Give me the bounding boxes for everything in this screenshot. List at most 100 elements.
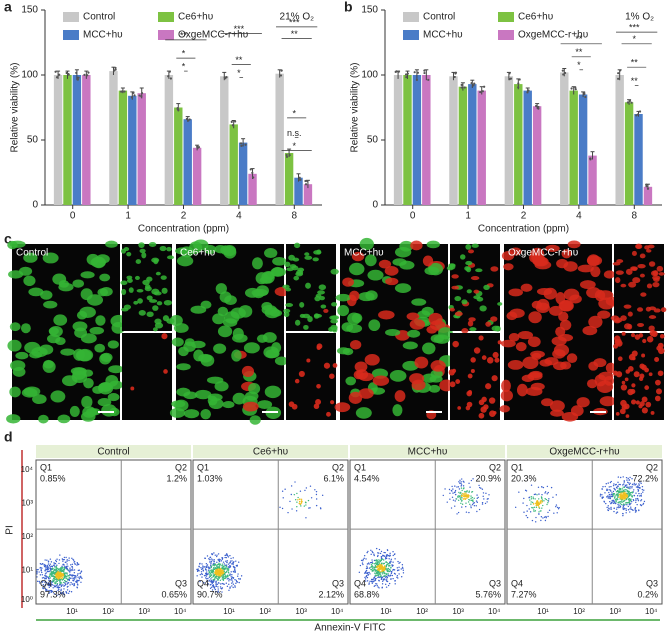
event-dot [380,574,382,577]
cell [409,319,426,330]
cell [95,315,106,326]
event-dot [451,485,453,488]
sig-label: ** [180,30,188,40]
event-dot [530,498,533,500]
event-dot [377,574,379,577]
event-dot [48,579,50,582]
event-dot [198,570,200,572]
event-dot [213,564,215,566]
event-dot [543,516,546,518]
event-dot [638,492,640,495]
data-dot [638,110,642,113]
event-dot [542,517,544,519]
event-dot [540,501,542,503]
cell [137,298,143,304]
event-dot [216,561,218,564]
data-dot [584,95,587,99]
event-dot [630,506,632,508]
event-dot [546,493,548,495]
event-dot [226,569,228,571]
event-dot [465,505,467,508]
cell [645,401,652,408]
event-dot [623,480,625,482]
cell [355,407,372,419]
event-dot [610,506,612,509]
event-dot [623,483,625,485]
event-dot [364,576,366,579]
x-tick-label: 10⁴ [174,607,187,616]
event-dot [49,589,51,592]
event-dot [452,499,455,501]
cell [587,254,600,267]
bar [412,75,422,205]
cell [345,376,357,386]
event-dot [75,577,77,579]
event-dot [396,576,398,578]
sig-label: ** [631,76,639,86]
event-dot [63,581,65,584]
y-tick-label: 50 [367,135,379,146]
event-dot [619,502,622,504]
event-dot [77,579,79,582]
data-dot [454,71,458,74]
event-dot [57,574,59,577]
event-dot [631,483,634,486]
event-dot [610,495,613,498]
event-dot [220,560,223,562]
event-dot [63,564,65,566]
cell [330,315,340,320]
event-dot [392,561,394,563]
event-dot [44,569,46,572]
event-dot [618,496,620,499]
cell [146,295,153,301]
cell [646,335,654,343]
event-dot [206,565,208,567]
event-dot [621,499,623,501]
cell [42,252,59,264]
event-dot [73,578,76,580]
cell [499,405,510,413]
event-dot [60,585,63,588]
data-dot [169,77,173,80]
data-dot [77,76,80,79]
event-dot [204,557,206,559]
event-dot [45,568,48,571]
event-dot [365,567,368,570]
event-dot [214,577,216,579]
event-dot [643,489,645,491]
cell [490,316,498,322]
event-dot [470,497,472,500]
event-dot [371,582,373,584]
event-dot [534,510,537,512]
event-dot [64,584,66,587]
event-dot [67,565,69,567]
event-dot [400,568,402,570]
event-dot [214,563,217,565]
cell [652,282,660,288]
event-dot [297,499,299,501]
event-dot [623,507,626,510]
event-dot [389,565,391,567]
event-dot [220,583,222,585]
event-dot [390,558,393,561]
cell [313,313,320,319]
event-dot [220,569,222,572]
cell [315,398,322,405]
event-dot [547,511,549,514]
data-dot [288,153,291,157]
event-dot [229,565,231,567]
bar [63,75,72,205]
event-dot [397,569,399,572]
quadrant-name: Q2 [489,462,501,472]
data-dot [55,76,59,79]
event-dot [609,497,612,499]
cell [372,375,390,386]
event-dot [225,566,228,568]
event-dot [465,493,467,495]
event-dot [64,572,67,574]
event-dot [69,577,72,579]
bar [504,76,514,205]
event-dot [369,573,371,575]
cell [214,381,229,392]
event-dot [547,515,549,518]
